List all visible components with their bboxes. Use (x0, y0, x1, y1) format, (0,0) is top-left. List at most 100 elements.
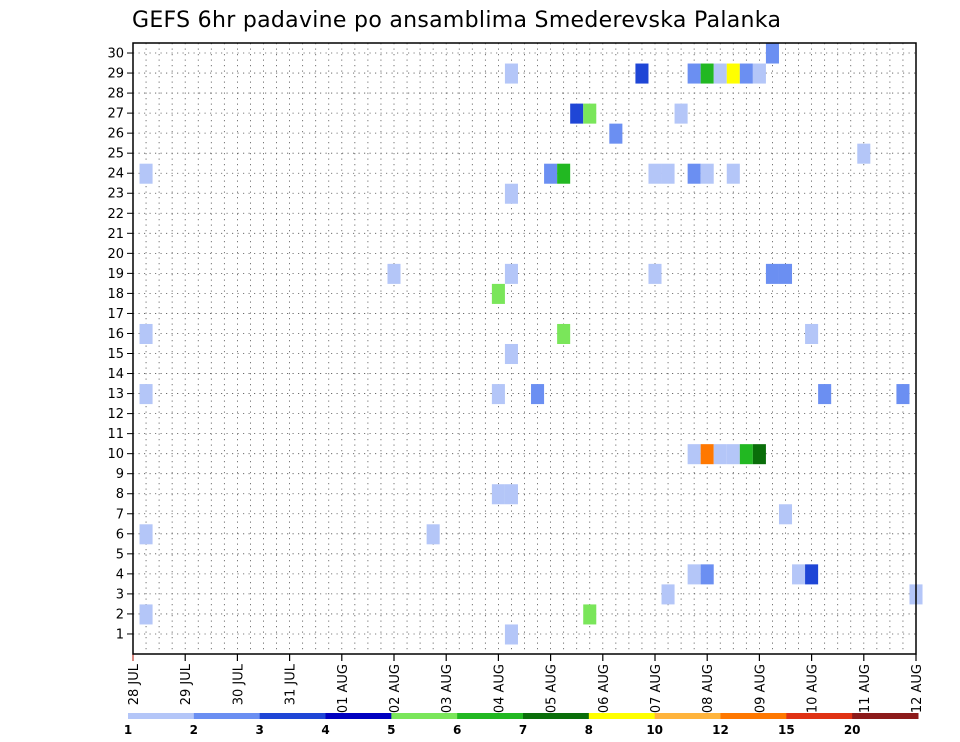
legend-swatch (654, 713, 721, 719)
y-tick-label: 18 (107, 287, 124, 302)
x-tick-label: 29 JUL (179, 663, 194, 705)
y-tick-label: 21 (107, 227, 124, 242)
y-tick-label: 1 (116, 627, 124, 642)
legend-label: 7 (519, 723, 527, 737)
y-tick-label: 19 (107, 267, 124, 282)
legend-label: 3 (255, 723, 263, 737)
legend-swatch (588, 713, 656, 719)
precip-cell (557, 163, 571, 184)
precip-cell (687, 63, 701, 84)
precip-cell (635, 63, 649, 84)
y-tick-label: 26 (107, 127, 124, 142)
precip-cell (583, 604, 597, 625)
y-tick-label: 13 (107, 387, 124, 402)
precip-cell (139, 163, 153, 184)
legend-label: 20 (844, 723, 861, 737)
legend-label: 4 (321, 723, 329, 737)
y-tick-label: 8 (116, 487, 124, 502)
legend-swatch (128, 713, 195, 719)
y-tick-label: 14 (107, 367, 124, 382)
precip-cells (139, 43, 923, 645)
legend-label: 5 (387, 723, 395, 737)
precip-cell (752, 444, 766, 465)
precip-cell (661, 163, 675, 184)
y-tick-label: 3 (116, 587, 124, 602)
precip-cell (426, 524, 440, 545)
x-tick-label: 09 AUG (753, 664, 768, 713)
y-tick-label: 17 (107, 307, 124, 322)
y-tick-label: 27 (107, 107, 124, 122)
precip-cell (504, 183, 518, 204)
x-axis-ticks: 28 JUL 29 JUL 30 JUL 31 JUL 01 AUG 02 AUG 03 A… (127, 654, 925, 713)
y-tick-label: 15 (107, 347, 124, 362)
legend-swatch (786, 713, 853, 719)
y-tick-label: 6 (116, 527, 124, 542)
precip-cell (752, 63, 766, 84)
x-tick-label: 04 AUG (492, 664, 507, 713)
precip-cell (700, 163, 714, 184)
x-tick-label: 07 AUG (649, 664, 664, 713)
precip-cell (739, 444, 753, 465)
precip-cell (739, 63, 753, 84)
precip-cell (726, 63, 740, 84)
y-tick-label: 29 (107, 67, 124, 82)
precip-cell (700, 444, 714, 465)
precip-cell (557, 323, 571, 344)
precip-cell (504, 484, 518, 505)
precip-cell (713, 63, 727, 84)
x-tick-label: 03 AUG (440, 664, 455, 713)
legend-label: 6 (453, 723, 461, 737)
legend-swatch (457, 713, 524, 719)
legend-swatch (720, 713, 787, 719)
plot-frame (132, 42, 917, 655)
y-tick-label: 30 (107, 47, 124, 62)
legend-label: 1 (124, 723, 132, 737)
x-tick-label: 12 AUG (910, 664, 925, 713)
precip-cell (674, 103, 688, 124)
y-tick-label: 16 (107, 327, 124, 342)
precip-cell (805, 564, 819, 585)
y-tick-label: 23 (107, 187, 124, 202)
precip-cell (504, 63, 518, 84)
x-tick-label: 02 AUG (388, 664, 403, 713)
x-tick-label: 28 JUL (127, 663, 142, 705)
precip-cell (648, 163, 662, 184)
legend-swatch (523, 713, 590, 719)
y-tick-label: 2 (116, 607, 124, 622)
y-tick-label: 28 (107, 87, 124, 102)
legend-swatch (193, 713, 261, 719)
y-tick-label: 7 (116, 507, 124, 522)
precip-cell (544, 163, 558, 184)
y-tick-label: 12 (107, 407, 124, 422)
precip-cell (661, 584, 675, 605)
precip-cell (504, 343, 518, 365)
legend-swatch (259, 713, 326, 719)
precip-cell (792, 564, 806, 585)
y-tick-label: 20 (107, 247, 124, 262)
y-tick-label: 5 (116, 547, 124, 562)
y-tick-label: 9 (116, 467, 124, 482)
precip-cell (713, 444, 727, 465)
precip-cell (570, 103, 584, 124)
precip-cell (491, 283, 505, 304)
precip-cell (139, 524, 153, 545)
precip-cell (726, 444, 740, 465)
precip-cell (700, 564, 714, 585)
x-tick-label: 31 JUL (284, 663, 299, 705)
precip-cell (726, 163, 740, 184)
precip-cell (609, 123, 623, 144)
legend-swatch (852, 713, 919, 719)
precip-cell (700, 63, 714, 84)
precip-cell (491, 384, 505, 405)
precip-cell (765, 43, 779, 64)
x-tick-label: 10 AUG (806, 664, 821, 713)
precip-cell (687, 564, 701, 585)
gridlines (133, 43, 916, 654)
y-tick-label: 10 (107, 447, 124, 462)
precip-cell (857, 143, 871, 164)
precip-cell (805, 323, 819, 344)
x-tick-label: 06 AUG (597, 664, 612, 713)
legend-swatch (391, 713, 458, 719)
precip-cell (778, 263, 793, 284)
precip-cell (778, 504, 793, 525)
